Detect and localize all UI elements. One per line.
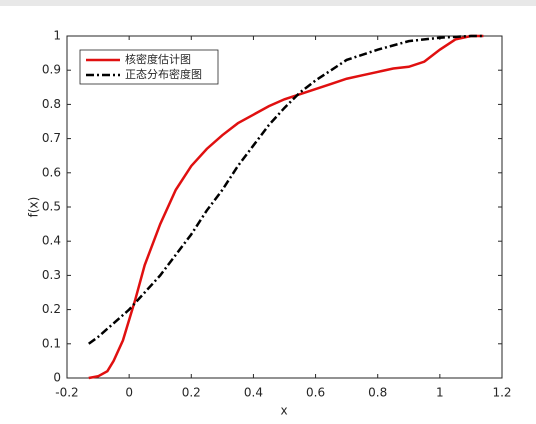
y-axis-label: f(x) xyxy=(27,197,41,218)
x-axis-label: x xyxy=(280,404,287,418)
x-tick-label: 1 xyxy=(436,386,444,400)
y-tick-label: 0.1 xyxy=(42,336,61,350)
x-tick-label: -0.2 xyxy=(55,386,78,400)
x-tick-label: 0 xyxy=(125,386,133,400)
y-tick-label: 0.5 xyxy=(42,200,61,214)
plot-area xyxy=(66,35,503,379)
y-tick-label: 0 xyxy=(53,371,61,385)
y-tick-label: 0.2 xyxy=(42,302,61,316)
legend-box xyxy=(79,49,219,85)
y-tick-label: 0.9 xyxy=(42,63,61,77)
y-tick-label: 0.4 xyxy=(42,234,61,248)
x-tick-label: 1.2 xyxy=(492,386,511,400)
y-tick-label: 0.8 xyxy=(42,97,61,111)
toolbar-strip xyxy=(0,0,536,6)
series-line xyxy=(88,34,484,380)
legend-label: 核密度估计图 xyxy=(125,52,191,66)
y-tick-label: 0.3 xyxy=(42,268,61,282)
series-line xyxy=(88,34,484,345)
x-tick-label: 0.8 xyxy=(368,386,387,400)
x-tick-label: 0.2 xyxy=(182,386,201,400)
y-tick-label: 0.6 xyxy=(42,165,61,179)
legend-label: 正态分布密度图 xyxy=(125,67,202,81)
x-tick-label: 0.6 xyxy=(306,386,325,400)
x-tick-label: 0.4 xyxy=(244,386,263,400)
y-tick-label: 0.7 xyxy=(42,131,61,145)
y-tick-label: 1 xyxy=(53,29,61,43)
